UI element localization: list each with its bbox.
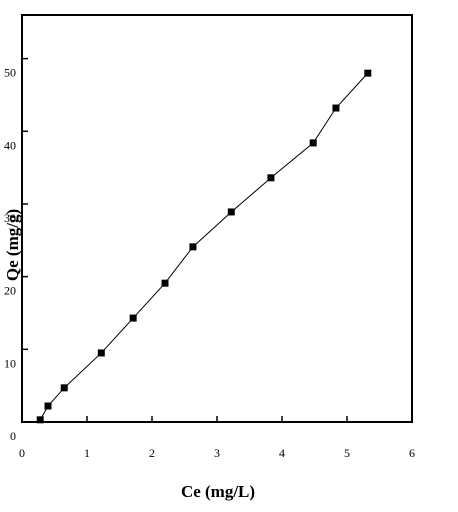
data-point (309, 139, 317, 147)
x-tick-label: 2 (149, 446, 155, 460)
data-line (39, 72, 369, 421)
x-axis-title: Ce (mg/L) (181, 482, 255, 501)
data-point (97, 349, 105, 357)
y-tick-label: 30 (4, 211, 16, 225)
data-point (129, 314, 137, 322)
y-tick-label: 10 (4, 356, 16, 370)
y-tick-label: 40 (4, 138, 16, 152)
y-axis-title: Qe (mg/g) (3, 209, 22, 281)
data-point (364, 69, 372, 77)
x-tick-label: 4 (279, 446, 285, 460)
data-point (227, 208, 235, 216)
data-point (161, 279, 169, 287)
x-tick-label: 5 (344, 446, 350, 460)
data-point (332, 104, 340, 112)
y-tick-label: 0 (10, 429, 16, 443)
y-tick-label: 20 (4, 284, 16, 298)
data-point (189, 243, 197, 251)
x-tick-label: 6 (409, 446, 415, 460)
data-point (44, 402, 52, 410)
data-point (60, 384, 68, 392)
plot-frame (21, 14, 413, 423)
y-tick-label: 50 (4, 66, 16, 80)
data-point (267, 174, 275, 182)
x-tick-label: 1 (84, 446, 90, 460)
x-tick-label: 3 (214, 446, 220, 460)
data-point (36, 416, 44, 424)
x-tick-label: 0 (19, 446, 25, 460)
